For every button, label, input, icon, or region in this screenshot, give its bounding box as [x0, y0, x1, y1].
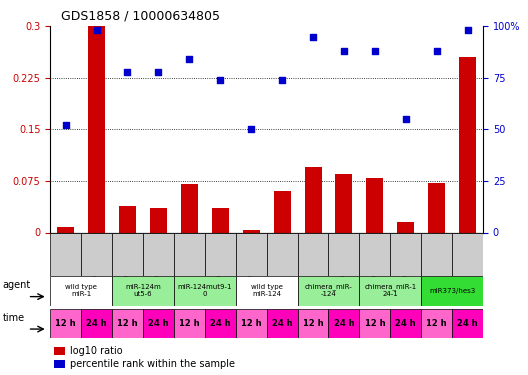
- FancyBboxPatch shape: [50, 276, 112, 306]
- Point: [402, 116, 410, 122]
- Text: 24 h: 24 h: [272, 319, 293, 328]
- Bar: [428, 183, 445, 232]
- FancyBboxPatch shape: [328, 232, 360, 276]
- FancyBboxPatch shape: [421, 276, 483, 306]
- Bar: [119, 206, 136, 232]
- FancyBboxPatch shape: [112, 232, 143, 276]
- FancyBboxPatch shape: [421, 309, 452, 338]
- FancyBboxPatch shape: [360, 276, 421, 306]
- FancyBboxPatch shape: [298, 309, 328, 338]
- Bar: [57, 227, 74, 232]
- FancyBboxPatch shape: [235, 309, 267, 338]
- Point: [309, 34, 317, 40]
- Bar: [88, 26, 105, 233]
- FancyBboxPatch shape: [390, 309, 421, 338]
- FancyBboxPatch shape: [50, 309, 81, 338]
- Text: miR-124m
ut5-6: miR-124m ut5-6: [125, 284, 161, 297]
- Text: 24 h: 24 h: [395, 319, 416, 328]
- Point: [123, 69, 131, 75]
- Point: [340, 48, 348, 54]
- Bar: [54, 347, 65, 355]
- Point: [154, 69, 163, 75]
- Bar: [54, 360, 65, 368]
- Bar: [366, 177, 383, 232]
- FancyBboxPatch shape: [235, 276, 298, 306]
- Text: wild type
miR-1: wild type miR-1: [65, 284, 97, 297]
- Text: 24 h: 24 h: [86, 319, 107, 328]
- Bar: [181, 184, 198, 232]
- Text: 12 h: 12 h: [55, 319, 76, 328]
- Point: [464, 27, 472, 33]
- FancyBboxPatch shape: [390, 232, 421, 276]
- Text: miR373/hes3: miR373/hes3: [429, 288, 475, 294]
- Point: [432, 48, 441, 54]
- FancyBboxPatch shape: [112, 309, 143, 338]
- Text: agent: agent: [3, 280, 31, 290]
- Text: time: time: [3, 313, 25, 323]
- Text: wild type
miR-124: wild type miR-124: [251, 284, 282, 297]
- Point: [247, 126, 256, 132]
- FancyBboxPatch shape: [360, 232, 390, 276]
- Text: percentile rank within the sample: percentile rank within the sample: [70, 359, 234, 369]
- FancyBboxPatch shape: [235, 232, 267, 276]
- FancyBboxPatch shape: [267, 309, 298, 338]
- Point: [185, 56, 194, 62]
- FancyBboxPatch shape: [421, 232, 452, 276]
- FancyBboxPatch shape: [205, 309, 235, 338]
- Point: [92, 27, 101, 33]
- FancyBboxPatch shape: [81, 232, 112, 276]
- FancyBboxPatch shape: [174, 276, 235, 306]
- Text: 24 h: 24 h: [457, 319, 478, 328]
- Bar: [150, 209, 167, 232]
- Text: chimera_miR-1
24-1: chimera_miR-1 24-1: [364, 284, 417, 297]
- Point: [216, 77, 224, 83]
- FancyBboxPatch shape: [50, 232, 81, 276]
- FancyBboxPatch shape: [143, 309, 174, 338]
- FancyBboxPatch shape: [174, 232, 205, 276]
- Point: [61, 122, 70, 128]
- Bar: [397, 222, 414, 232]
- FancyBboxPatch shape: [328, 309, 360, 338]
- FancyBboxPatch shape: [452, 309, 483, 338]
- Text: 12 h: 12 h: [364, 319, 385, 328]
- Text: log10 ratio: log10 ratio: [70, 346, 122, 356]
- Bar: [243, 230, 260, 232]
- FancyBboxPatch shape: [174, 309, 205, 338]
- Bar: [274, 191, 290, 232]
- Text: miR-124mut9-1
0: miR-124mut9-1 0: [177, 284, 232, 297]
- Text: 24 h: 24 h: [148, 319, 169, 328]
- FancyBboxPatch shape: [298, 276, 360, 306]
- Text: 12 h: 12 h: [303, 319, 323, 328]
- Text: chimera_miR-
-124: chimera_miR- -124: [305, 284, 352, 297]
- Point: [278, 77, 286, 83]
- Text: 12 h: 12 h: [179, 319, 200, 328]
- Bar: [335, 174, 353, 232]
- Bar: [305, 167, 322, 232]
- FancyBboxPatch shape: [360, 309, 390, 338]
- Text: GDS1858 / 10000634805: GDS1858 / 10000634805: [61, 9, 220, 22]
- FancyBboxPatch shape: [205, 232, 235, 276]
- Point: [371, 48, 379, 54]
- Text: 12 h: 12 h: [117, 319, 138, 328]
- FancyBboxPatch shape: [112, 276, 174, 306]
- FancyBboxPatch shape: [298, 232, 328, 276]
- Text: 12 h: 12 h: [427, 319, 447, 328]
- Bar: [212, 209, 229, 232]
- Bar: [459, 57, 476, 232]
- Text: 24 h: 24 h: [334, 319, 354, 328]
- FancyBboxPatch shape: [452, 232, 483, 276]
- Text: 12 h: 12 h: [241, 319, 261, 328]
- FancyBboxPatch shape: [143, 232, 174, 276]
- Text: 24 h: 24 h: [210, 319, 231, 328]
- FancyBboxPatch shape: [267, 232, 298, 276]
- FancyBboxPatch shape: [81, 309, 112, 338]
